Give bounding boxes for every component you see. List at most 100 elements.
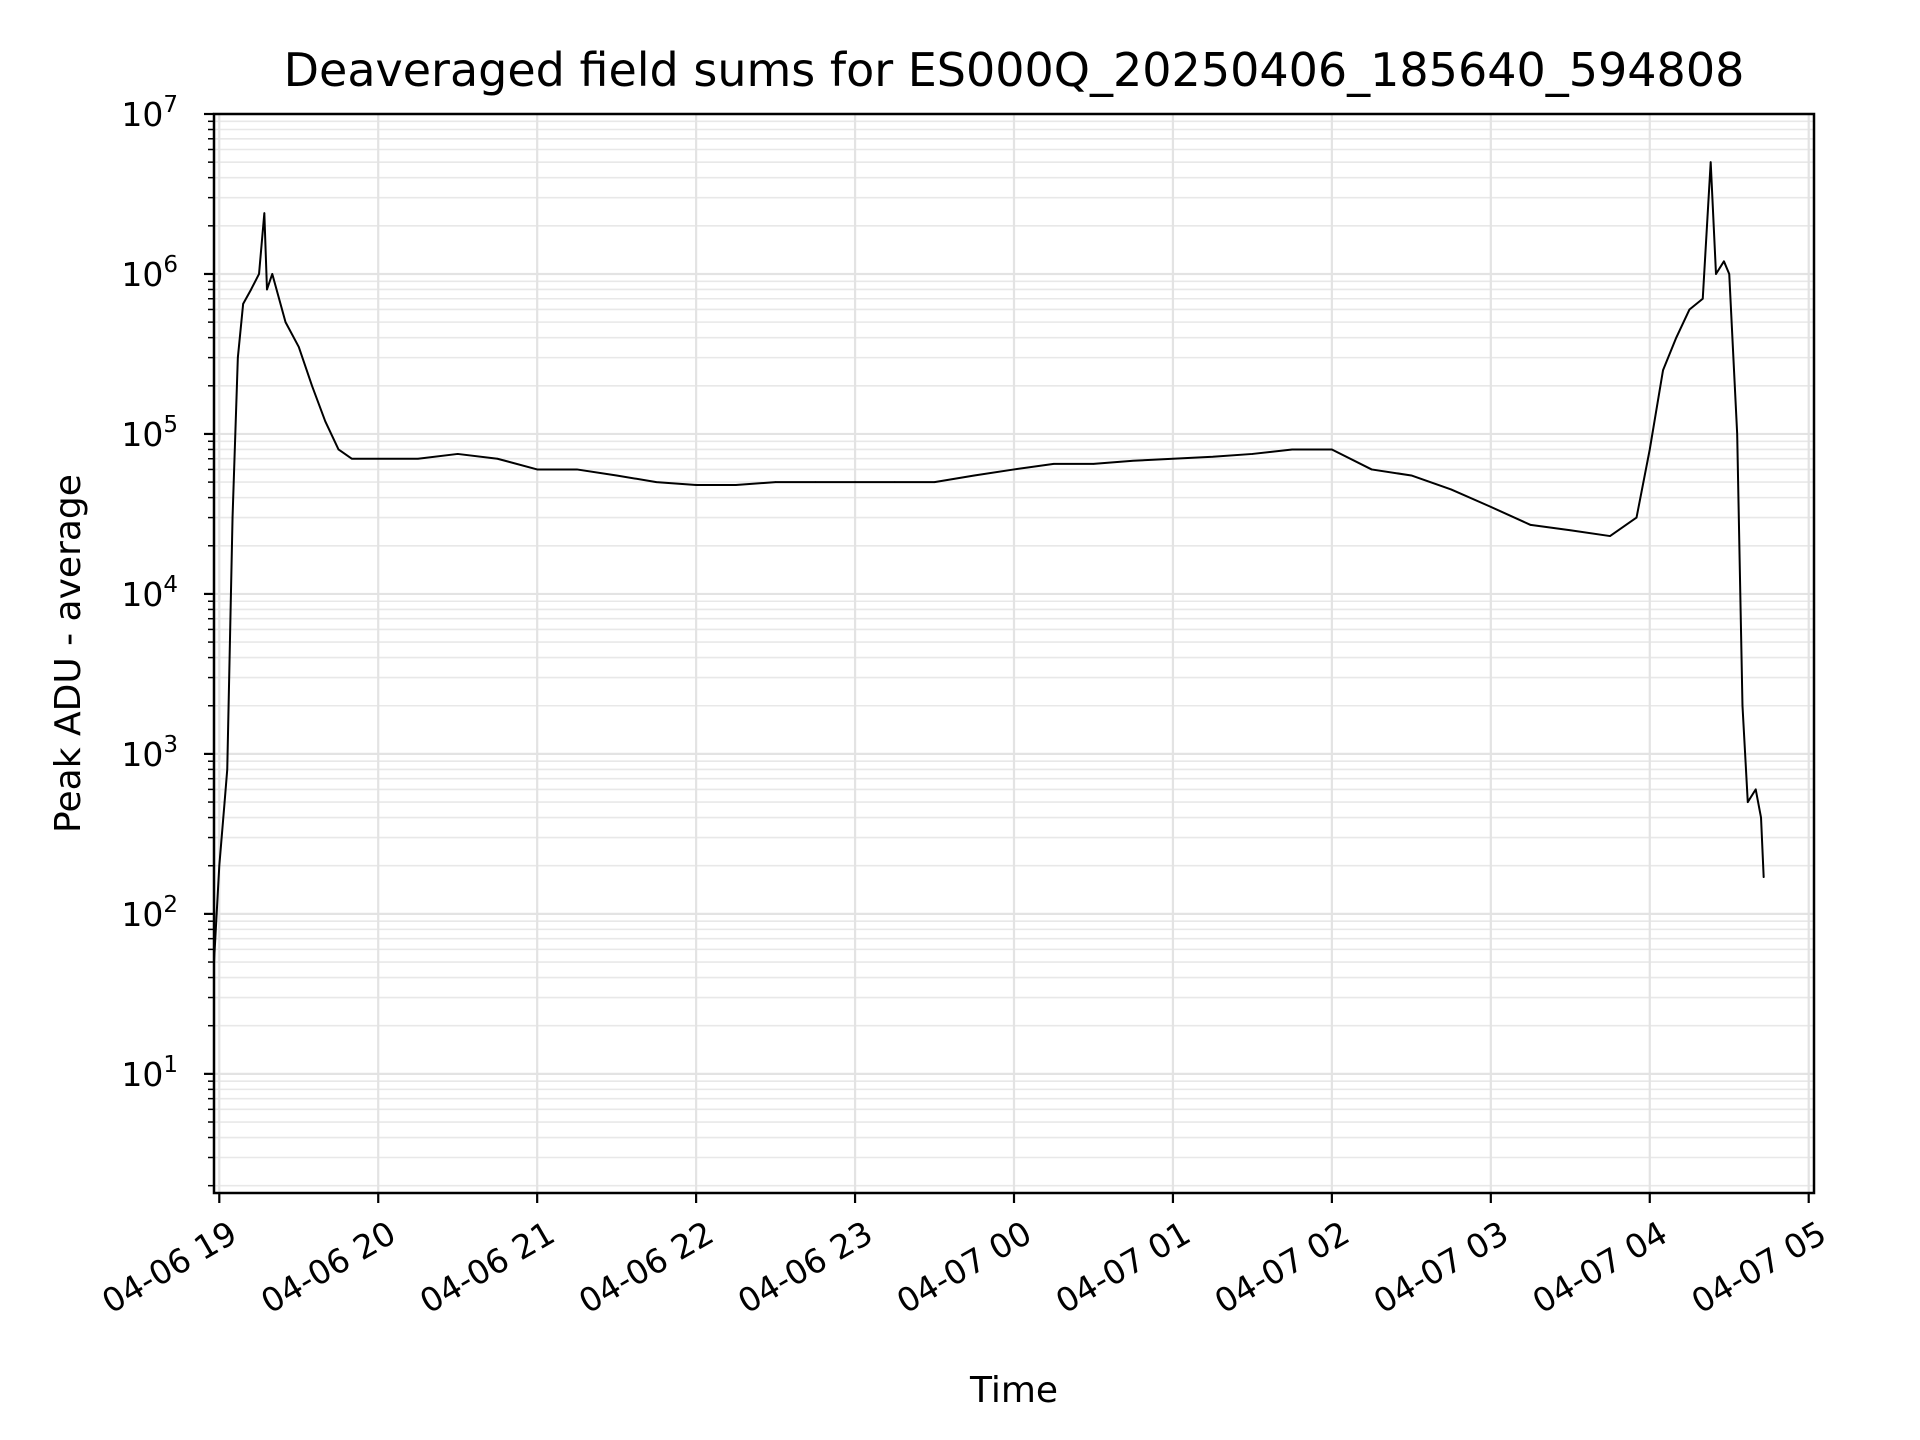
data-point (337, 448, 340, 451)
x-tick-label: 04-06 19 (95, 1213, 243, 1321)
data-point (1529, 524, 1532, 526)
data-point (1728, 273, 1731, 275)
data-point (231, 516, 234, 519)
x-tick-label: 04-07 00 (890, 1213, 1038, 1321)
data-point (1709, 161, 1712, 163)
data-point (1450, 488, 1452, 491)
x-tick-label: 04-06 21 (413, 1213, 561, 1321)
data-point (1609, 535, 1611, 537)
data-point (271, 273, 274, 275)
data-layer (213, 161, 1765, 964)
data-point (615, 474, 618, 477)
data-point (655, 481, 658, 483)
data-point (1762, 876, 1765, 878)
data-point (1052, 463, 1055, 465)
data-point (223, 801, 226, 803)
y-tick-label-base: 10 (121, 895, 163, 934)
data-point (576, 468, 578, 471)
data-point (1760, 816, 1762, 819)
x-tick-label: 04-06 20 (254, 1213, 402, 1321)
y-axis-title: Peak ADU - average (48, 474, 89, 833)
data-point (456, 453, 459, 455)
y-tick-label-exponent: 7 (163, 92, 178, 118)
data-point (695, 484, 697, 486)
data-point (350, 457, 353, 460)
data-point (1741, 704, 1744, 707)
y-tick-label-base: 10 (121, 735, 163, 774)
x-tick-label: 04-07 03 (1367, 1213, 1515, 1321)
data-point (1715, 273, 1717, 275)
data-point (263, 212, 266, 214)
data-point (324, 420, 327, 423)
data-point (1172, 457, 1174, 460)
y-tick-label: 102 (121, 892, 178, 934)
data-point (1092, 463, 1095, 465)
data-point (933, 481, 936, 483)
x-tick-label: 04-06 23 (731, 1213, 879, 1321)
data-point (1736, 433, 1738, 435)
data-point (1701, 297, 1704, 300)
data-point (1251, 453, 1254, 455)
data-point (1569, 529, 1572, 532)
y-tick-label-base: 10 (121, 415, 163, 454)
x-tick-label: 04-06 22 (572, 1213, 720, 1321)
plot-frame (212, 112, 1816, 1195)
y-tick-label-exponent: 6 (163, 252, 178, 278)
data-point (1746, 801, 1749, 803)
data-point (735, 484, 737, 486)
data-point (250, 288, 252, 291)
data-point (814, 481, 817, 483)
x-tick-label: 04-07 02 (1208, 1213, 1356, 1321)
y-tick-label-exponent: 3 (163, 732, 178, 758)
data-point (1662, 369, 1664, 372)
data-point (854, 481, 856, 483)
data-point (1635, 516, 1638, 519)
data-point (536, 468, 538, 471)
data-point (237, 356, 239, 359)
y-tick-label: 104 (121, 572, 178, 614)
data-point (1688, 308, 1691, 311)
chart-title: Deaveraged field sums for ES000Q_2025040… (284, 43, 1745, 97)
data-point (1331, 448, 1333, 451)
data-point (297, 346, 300, 348)
data-point (226, 768, 229, 771)
y-tick-label: 107 (121, 92, 178, 134)
data-point (1648, 448, 1651, 451)
data-point (1013, 468, 1015, 471)
y-tick-label-exponent: 4 (163, 572, 178, 598)
x-tick-label: 04-07 04 (1526, 1213, 1674, 1321)
data-point (284, 321, 287, 323)
y-tick-label-base: 10 (121, 255, 163, 294)
data-point (1132, 459, 1135, 462)
data-point (242, 303, 244, 305)
data-point (417, 457, 419, 460)
x-tick-label: 04-07 05 (1685, 1213, 1833, 1321)
y-tick-label-exponent: 2 (163, 892, 178, 918)
data-point (311, 384, 313, 387)
x-tick-label: 04-07 01 (1049, 1213, 1197, 1321)
data-point (1410, 474, 1413, 477)
y-tick-label: 106 (121, 252, 178, 294)
data-series-line (213, 161, 1765, 964)
data-point (377, 457, 380, 460)
data-point (1675, 336, 1678, 339)
data-point (1370, 468, 1373, 471)
grid-layer (214, 112, 1814, 1193)
data-point (1291, 448, 1293, 451)
y-tick-label: 105 (121, 412, 178, 454)
y-tick-label: 103 (121, 732, 178, 774)
data-point (258, 273, 260, 275)
data-point (1490, 506, 1492, 508)
y-tick-label-base: 10 (121, 1055, 163, 1094)
data-point (893, 481, 896, 483)
y-tick-label-exponent: 5 (163, 412, 178, 438)
data-point (973, 474, 976, 477)
data-point (1723, 260, 1725, 263)
data-point (266, 288, 268, 291)
x-axis-title: Time (969, 1370, 1058, 1411)
y-tick-label-exponent: 1 (163, 1052, 178, 1078)
data-point (496, 457, 499, 460)
data-point (218, 864, 221, 867)
